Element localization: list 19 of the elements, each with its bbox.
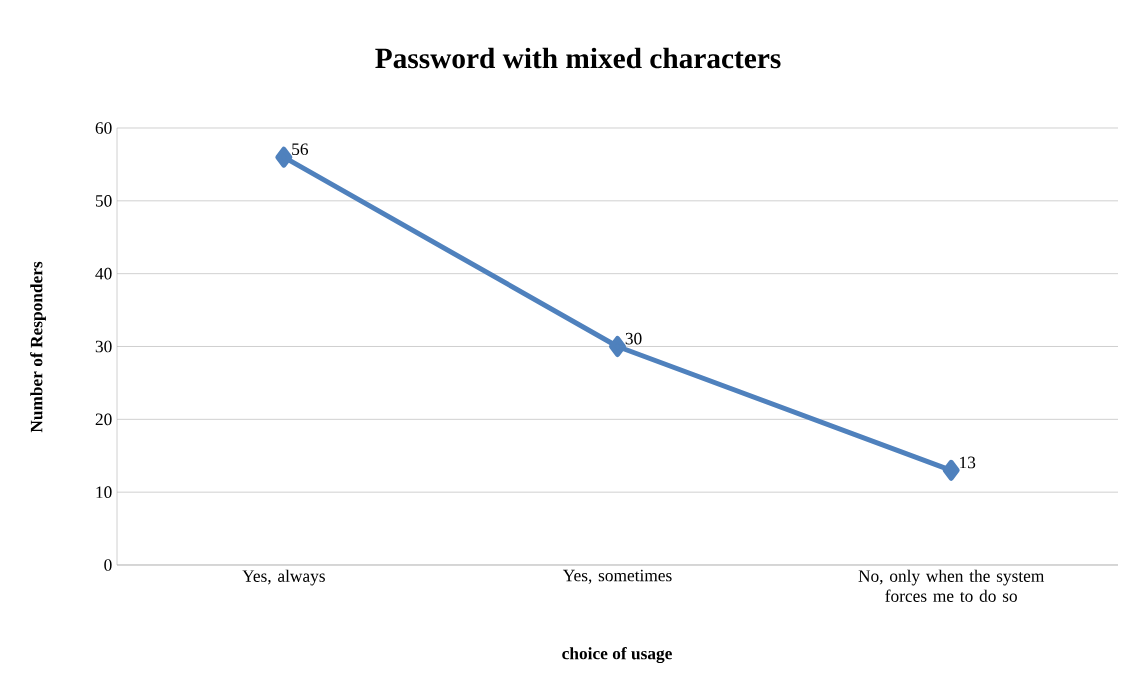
- x-axis-title: choice of usage: [562, 646, 672, 664]
- y-tick-label: 50: [95, 194, 112, 207]
- point: [275, 146, 293, 168]
- y-tick-label: 30: [95, 340, 112, 353]
- x-tick-label: Yes, sometimes: [562, 569, 672, 584]
- y-tick-label: 40: [95, 267, 112, 280]
- y-tick-label: 0: [104, 559, 112, 571]
- point: [609, 336, 627, 357]
- y-axis-title: Number of Responders: [30, 261, 46, 433]
- x-tick-label: No, only when the system forces me to do so: [858, 569, 1045, 602]
- data-label: 56: [292, 143, 309, 156]
- data-label: 30: [625, 332, 642, 345]
- y-tick-label: 20: [95, 413, 112, 426]
- y-tick-label: 60: [95, 122, 112, 134]
- point: [942, 459, 960, 481]
- chart-title: Password with mixed characters: [375, 47, 781, 69]
- x-tick-label: Yes, always: [242, 569, 325, 586]
- y-tick-label: 10: [96, 486, 112, 499]
- data-label: 13: [960, 456, 976, 469]
